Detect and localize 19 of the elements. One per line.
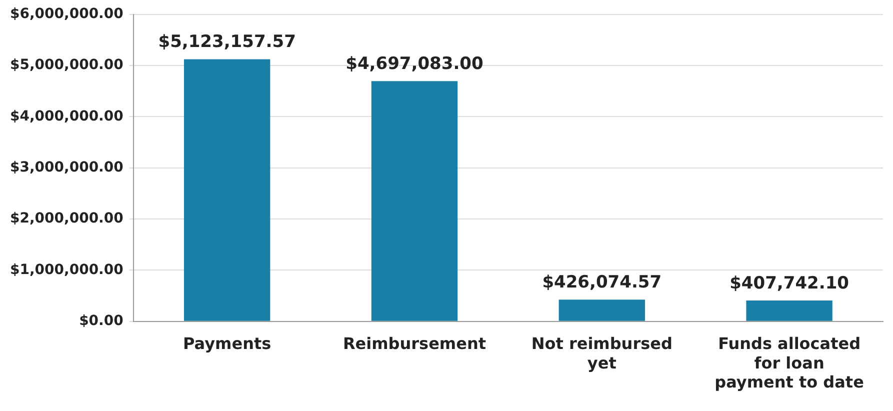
y-tick-label: $2,000,000.00 [10,210,124,227]
y-tick-label: $4,000,000.00 [10,108,124,124]
x-tick-label: Payments [183,334,272,354]
bar [558,300,645,321]
y-tick-label: $1,000,000.00 [10,262,124,278]
bar [746,300,832,321]
x-tick-label: Funds allocated for loan payment to date [714,334,864,392]
data-label: $407,742.10 [730,273,850,294]
data-label: $4,697,083.00 [346,54,484,74]
data-label: $5,123,157.57 [158,32,296,52]
x-tick-label: Reimbursement [342,334,486,354]
x-tick-label: Not reimbursed yet [531,334,672,372]
bar [184,59,270,321]
data-label: $426,074.57 [542,272,662,293]
bar [371,81,458,321]
y-tick-label: $3,000,000.00 [10,160,124,176]
y-tick-label: $0.00 [79,313,124,330]
y-tick-label: $5,000,000.00 [10,57,124,74]
y-tick-label: $6,000,000.00 [10,6,124,22]
